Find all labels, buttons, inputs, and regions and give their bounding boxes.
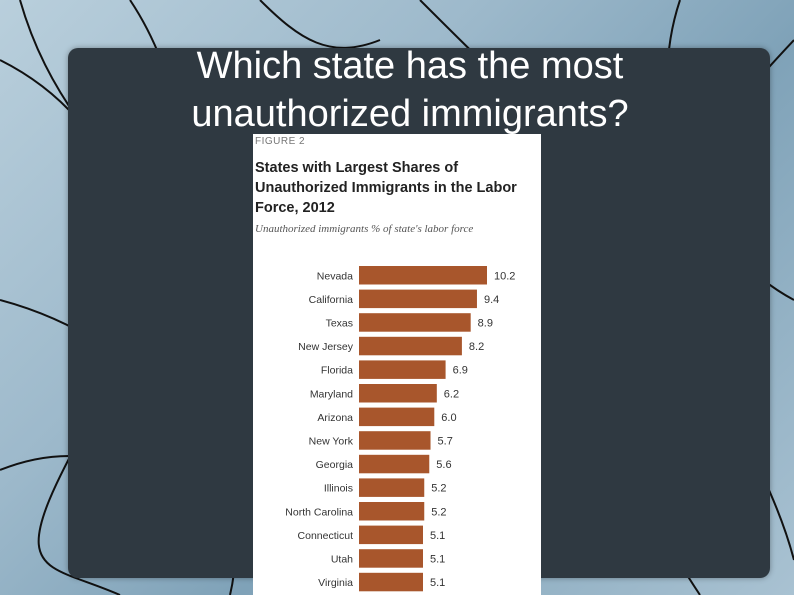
category-label: Connecticut xyxy=(298,530,354,542)
category-label: Arizona xyxy=(317,412,353,424)
category-label: California xyxy=(309,294,354,306)
bar xyxy=(359,502,425,521)
category-label: Virginia xyxy=(318,577,353,589)
category-label: New Jersey xyxy=(298,341,354,353)
value-label: 8.9 xyxy=(478,317,493,329)
bar xyxy=(359,572,423,592)
category-label: Georgia xyxy=(316,459,354,471)
value-label: 9.4 xyxy=(484,294,499,306)
bar xyxy=(359,525,423,545)
bar xyxy=(359,360,446,379)
category-label: Texas xyxy=(326,317,353,329)
bar xyxy=(359,384,437,403)
category-label: Utah xyxy=(331,553,353,565)
category-label: Illinois xyxy=(324,483,353,495)
bar xyxy=(359,313,471,332)
value-label: 5.1 xyxy=(430,530,445,542)
value-label: 6.2 xyxy=(444,388,459,400)
category-label: New York xyxy=(309,435,354,447)
value-label: 6.9 xyxy=(453,365,468,377)
value-label: 5.7 xyxy=(438,435,453,447)
category-label: North Carolina xyxy=(285,506,353,518)
category-label: Nevada xyxy=(317,270,353,282)
bar xyxy=(359,266,487,285)
value-label: 5.2 xyxy=(431,483,446,495)
bar-chart: Nevada 10.2 California 9.4 Texas 8.9 New Jerse… xyxy=(285,266,515,592)
bar xyxy=(359,336,462,356)
category-label: Maryland xyxy=(310,388,353,400)
category-label: Florida xyxy=(321,365,353,377)
value-label: 5.1 xyxy=(430,577,445,589)
value-label: 8.2 xyxy=(469,341,484,353)
bar xyxy=(359,431,431,450)
value-label: 5.2 xyxy=(431,506,446,518)
figure-label: FIGURE 2 xyxy=(255,136,306,147)
value-label: 5.6 xyxy=(436,459,451,471)
bar xyxy=(359,289,477,309)
chart-subtitle: Unauthorized immigrants % of state's lab… xyxy=(255,223,474,235)
value-label: 5.1 xyxy=(430,553,445,565)
value-label: 6.0 xyxy=(441,412,456,424)
chart-title: States with Largest Shares of Unauthoriz… xyxy=(255,160,517,216)
bar xyxy=(359,478,425,497)
value-label: 10.2 xyxy=(494,270,515,282)
bar xyxy=(359,549,423,568)
bar xyxy=(359,454,430,474)
chart-figure: FIGURE 2 States with Largest Shares of U… xyxy=(253,134,541,595)
bar xyxy=(359,407,435,427)
slide-title: Which state has the most unauthorized im… xyxy=(191,45,629,135)
